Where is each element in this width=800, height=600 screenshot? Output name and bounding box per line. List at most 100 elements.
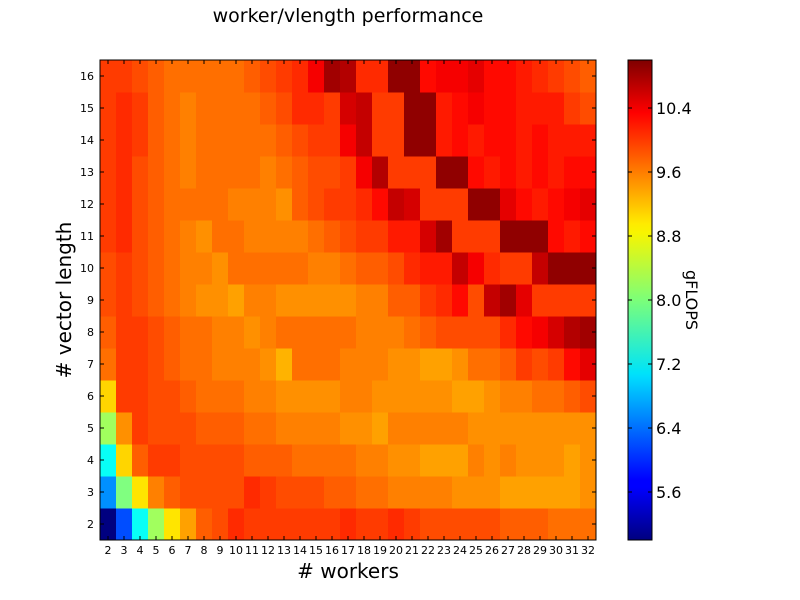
heatmap-cell <box>436 220 453 253</box>
heatmap-cell <box>324 380 341 413</box>
heatmap-cell <box>388 188 405 221</box>
heatmap-cell <box>532 316 549 349</box>
heatmap-cell <box>308 508 325 541</box>
heatmap-cell <box>260 156 277 189</box>
heatmap-cell <box>452 252 469 285</box>
heatmap-cell <box>164 412 181 445</box>
heatmap-cell <box>164 220 181 253</box>
heatmap-cell <box>324 412 341 445</box>
heatmap-cell <box>212 156 229 189</box>
heatmap-cell <box>356 444 373 477</box>
heatmap-cell <box>260 316 277 349</box>
heatmap-cell <box>340 380 357 413</box>
heatmap-cell <box>564 220 581 253</box>
heatmap-cell <box>484 412 501 445</box>
heatmap-cell <box>580 348 597 381</box>
heatmap-cell <box>452 60 469 93</box>
x-tick-label: 3 <box>121 544 128 557</box>
chart-title: worker/vlength performance <box>213 5 484 27</box>
heatmap-cell <box>340 220 357 253</box>
heatmap-cell <box>164 348 181 381</box>
heatmap-cell <box>532 348 549 381</box>
heatmap-cell <box>196 316 213 349</box>
x-tick-label: 4 <box>137 544 144 557</box>
heatmap-cell <box>420 92 437 125</box>
heatmap-cell <box>468 508 485 541</box>
heatmap-cell <box>196 348 213 381</box>
heatmap-cell <box>532 220 549 253</box>
x-tick-label: 5 <box>153 544 160 557</box>
heatmap-cell <box>484 444 501 477</box>
x-axis-ticks: 2 3 4 5 6 7 8 9 10 11 12 13 14 15 16 17 18 19 20 21 22 23 24 25… <box>105 60 595 557</box>
heatmap-cell <box>228 252 245 285</box>
heatmap-cell <box>452 316 469 349</box>
heatmap-cell <box>276 444 293 477</box>
heatmap-cells <box>100 60 597 541</box>
heatmap-cell <box>548 316 565 349</box>
heatmap-cell <box>244 220 261 253</box>
heatmap-cell <box>580 220 597 253</box>
heatmap-cell <box>132 380 149 413</box>
heatmap-cell <box>148 60 165 93</box>
heatmap-cell <box>356 284 373 317</box>
heatmap-cell <box>292 316 309 349</box>
heatmap-cell <box>404 316 421 349</box>
heatmap-cell <box>340 156 357 189</box>
heatmap-cell <box>468 412 485 445</box>
x-tick-label: 22 <box>421 544 435 557</box>
heatmap-cell <box>484 188 501 221</box>
y-tick-label: 10 <box>80 262 94 275</box>
heatmap-cell <box>132 252 149 285</box>
heatmap-cell <box>212 444 229 477</box>
heatmap-cell <box>292 412 309 445</box>
heatmap-cell <box>532 156 549 189</box>
heatmap-cell <box>564 188 581 221</box>
heatmap-cell <box>420 316 437 349</box>
x-tick-label: 26 <box>485 544 499 557</box>
heatmap-cell <box>292 508 309 541</box>
heatmap-cell <box>564 508 581 541</box>
heatmap-cell <box>212 60 229 93</box>
heatmap-cell <box>308 348 325 381</box>
heatmap-cell <box>260 60 277 93</box>
heatmap-cell <box>228 188 245 221</box>
x-tick-label: 25 <box>469 544 483 557</box>
heatmap-cell <box>292 348 309 381</box>
heatmap-cell <box>468 252 485 285</box>
heatmap-cell <box>356 316 373 349</box>
heatmap-cell <box>468 124 485 157</box>
heatmap-cell <box>516 124 533 157</box>
heatmap-cell <box>100 412 117 445</box>
heatmap-cell <box>132 348 149 381</box>
heatmap-cell <box>324 316 341 349</box>
heatmap-cell <box>372 284 389 317</box>
heatmap-cell <box>276 92 293 125</box>
heatmap-cell <box>276 316 293 349</box>
heatmap-cell <box>548 284 565 317</box>
heatmap-cell <box>324 124 341 157</box>
y-tick-label: 5 <box>87 422 94 435</box>
heatmap-cell <box>116 316 133 349</box>
colorbar-tick-label: 10.4 <box>656 99 692 118</box>
heatmap-cell <box>132 220 149 253</box>
x-tick-label: 13 <box>277 544 291 557</box>
heatmap-cell <box>372 124 389 157</box>
heatmap-cell <box>340 188 357 221</box>
heatmap-cell <box>164 316 181 349</box>
heatmap-cell <box>404 156 421 189</box>
heatmap-cell <box>340 508 357 541</box>
heatmap-cell <box>100 220 117 253</box>
heatmap-cell <box>532 412 549 445</box>
colorbar-tick-label: 8.0 <box>656 291 681 310</box>
y-axis-label: # vector length <box>52 222 76 379</box>
heatmap-cell <box>244 412 261 445</box>
x-tick-label: 27 <box>501 544 515 557</box>
heatmap-cell <box>180 252 197 285</box>
heatmap-cell <box>356 156 373 189</box>
heatmap-cell <box>164 508 181 541</box>
heatmap-cell <box>484 92 501 125</box>
heatmap-cell <box>276 476 293 509</box>
heatmap-cell <box>340 476 357 509</box>
heatmap-cell <box>212 124 229 157</box>
heatmap-cell <box>212 316 229 349</box>
